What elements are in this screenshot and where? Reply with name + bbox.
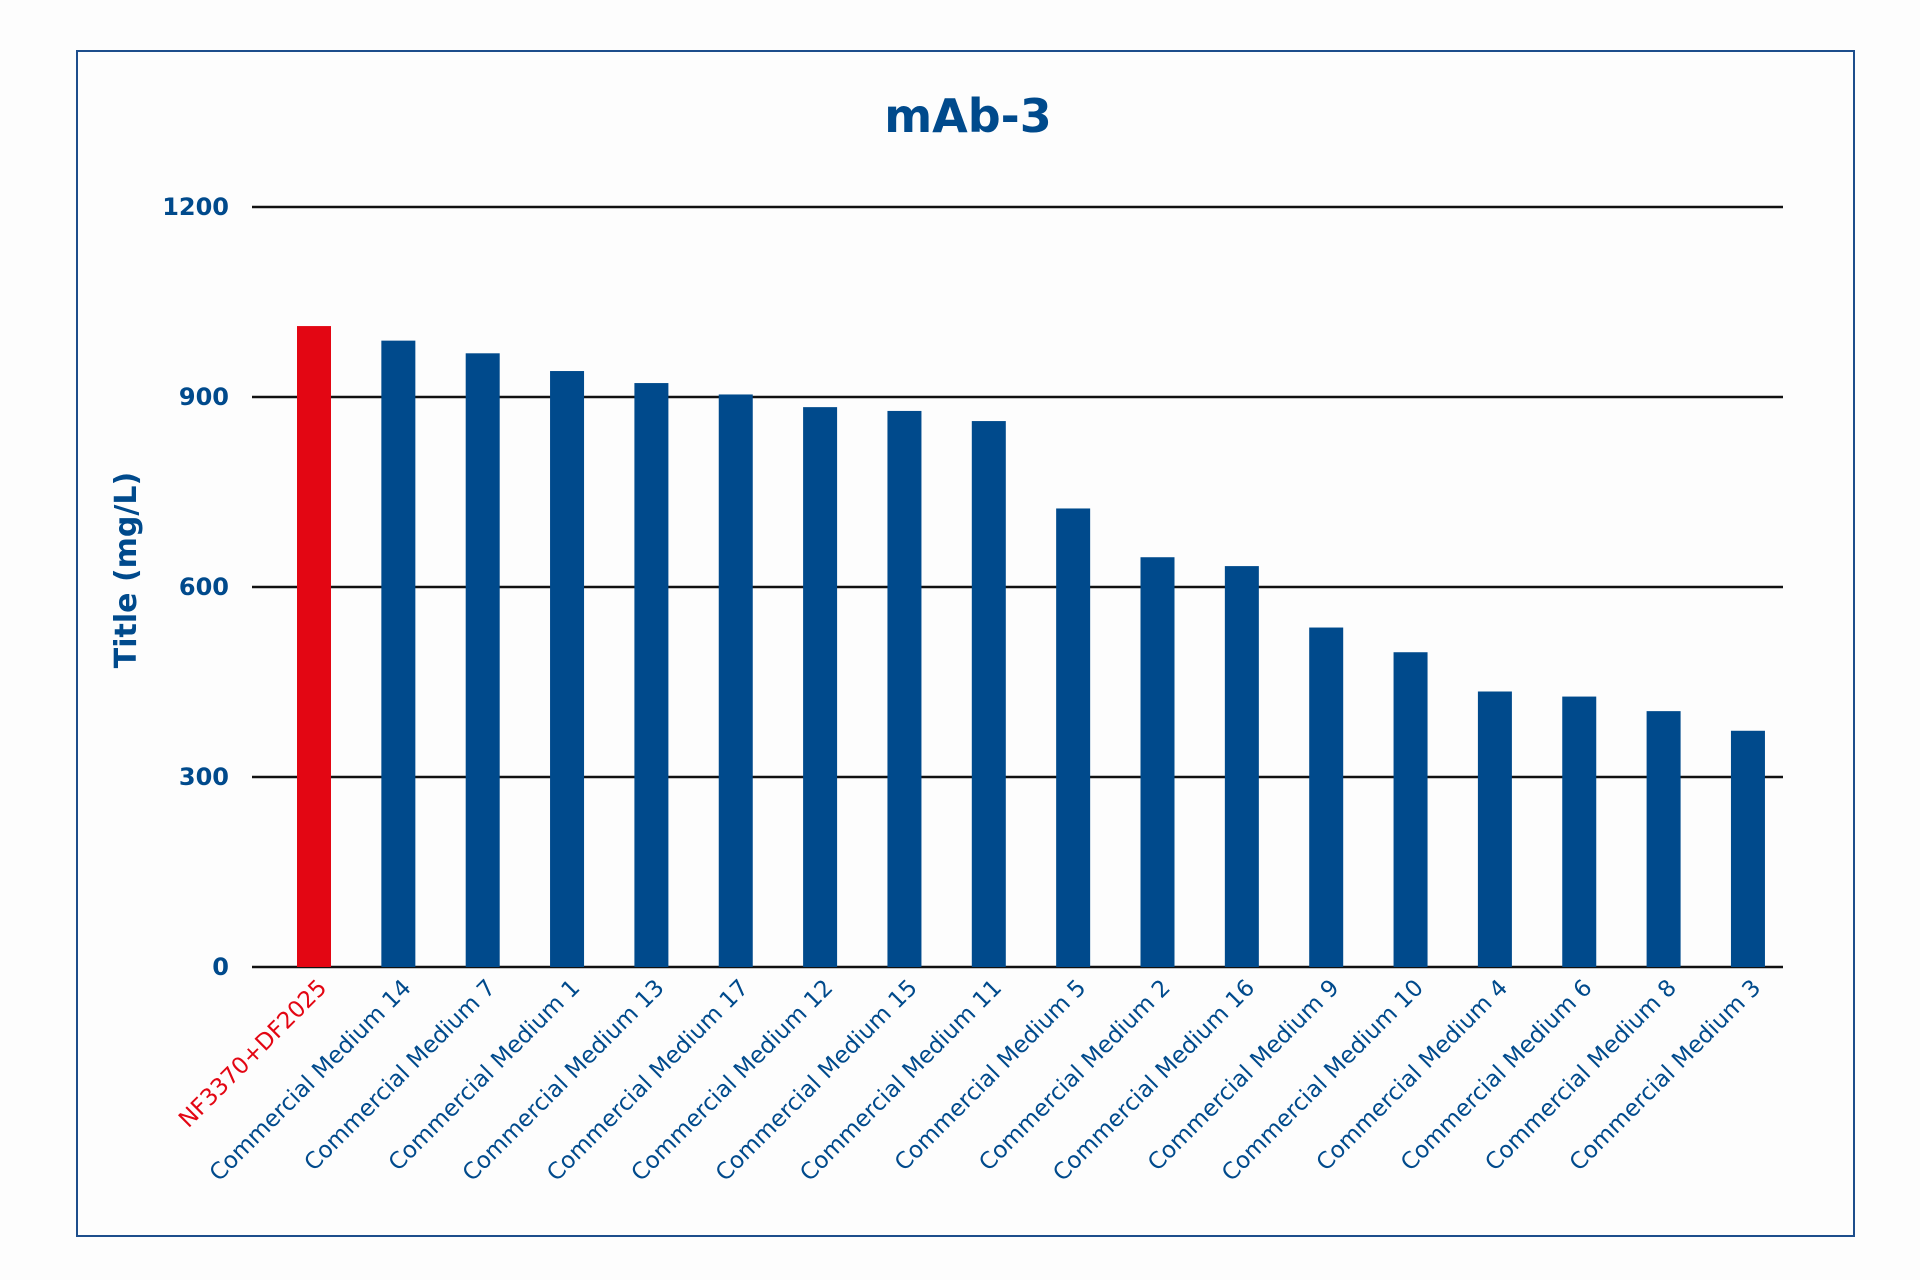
chart-frame xyxy=(76,50,1855,1237)
bar xyxy=(803,407,838,968)
bar xyxy=(1309,627,1344,967)
bar xyxy=(634,383,669,968)
bar xyxy=(1477,691,1512,967)
y-tick-label: 300 xyxy=(179,763,229,791)
bar xyxy=(1056,508,1091,967)
bar xyxy=(297,326,331,968)
bar xyxy=(971,421,1006,968)
bar xyxy=(381,340,416,968)
bar xyxy=(1730,730,1765,967)
bar xyxy=(718,394,753,967)
bar xyxy=(1224,566,1259,967)
bar xyxy=(1393,652,1428,967)
chart-title: mAb-3 xyxy=(884,89,1052,143)
y-tick-label: 600 xyxy=(179,573,229,601)
y-tick-label: 1200 xyxy=(162,193,229,221)
bar xyxy=(1646,711,1681,967)
bar xyxy=(550,371,585,967)
x-tick-label: NF3370+DF2025 xyxy=(174,975,332,1133)
bar xyxy=(1140,557,1175,967)
y-axis-label: Title (mg/L) xyxy=(109,472,144,668)
y-tick-label: 0 xyxy=(212,953,229,981)
bar xyxy=(1562,696,1597,967)
bar xyxy=(465,353,500,967)
y-tick-label: 900 xyxy=(179,383,229,411)
bar xyxy=(887,410,922,967)
